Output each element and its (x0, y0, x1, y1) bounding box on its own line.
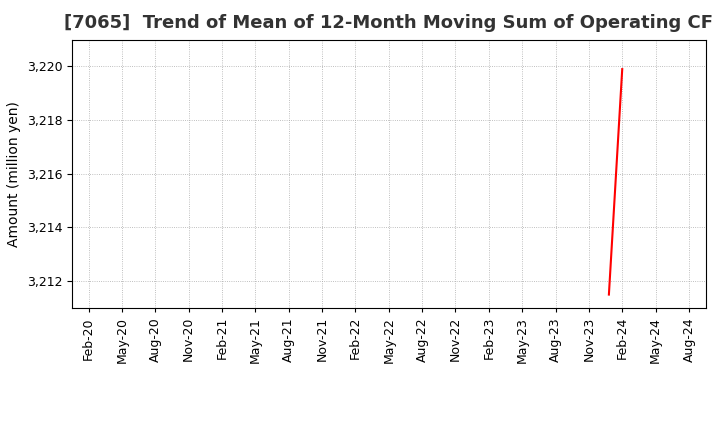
Title: [7065]  Trend of Mean of 12-Month Moving Sum of Operating CF: [7065] Trend of Mean of 12-Month Moving … (64, 15, 714, 33)
Y-axis label: Amount (million yen): Amount (million yen) (7, 101, 21, 247)
